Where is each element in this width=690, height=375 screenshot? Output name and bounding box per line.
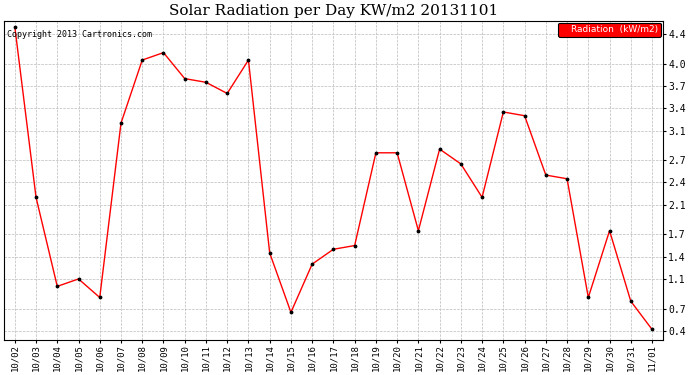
Text: Copyright 2013 Cartronics.com: Copyright 2013 Cartronics.com: [8, 30, 152, 39]
Legend: Radiation  (kW/m2): Radiation (kW/m2): [558, 22, 661, 37]
Title: Solar Radiation per Day KW/m2 20131101: Solar Radiation per Day KW/m2 20131101: [169, 4, 498, 18]
